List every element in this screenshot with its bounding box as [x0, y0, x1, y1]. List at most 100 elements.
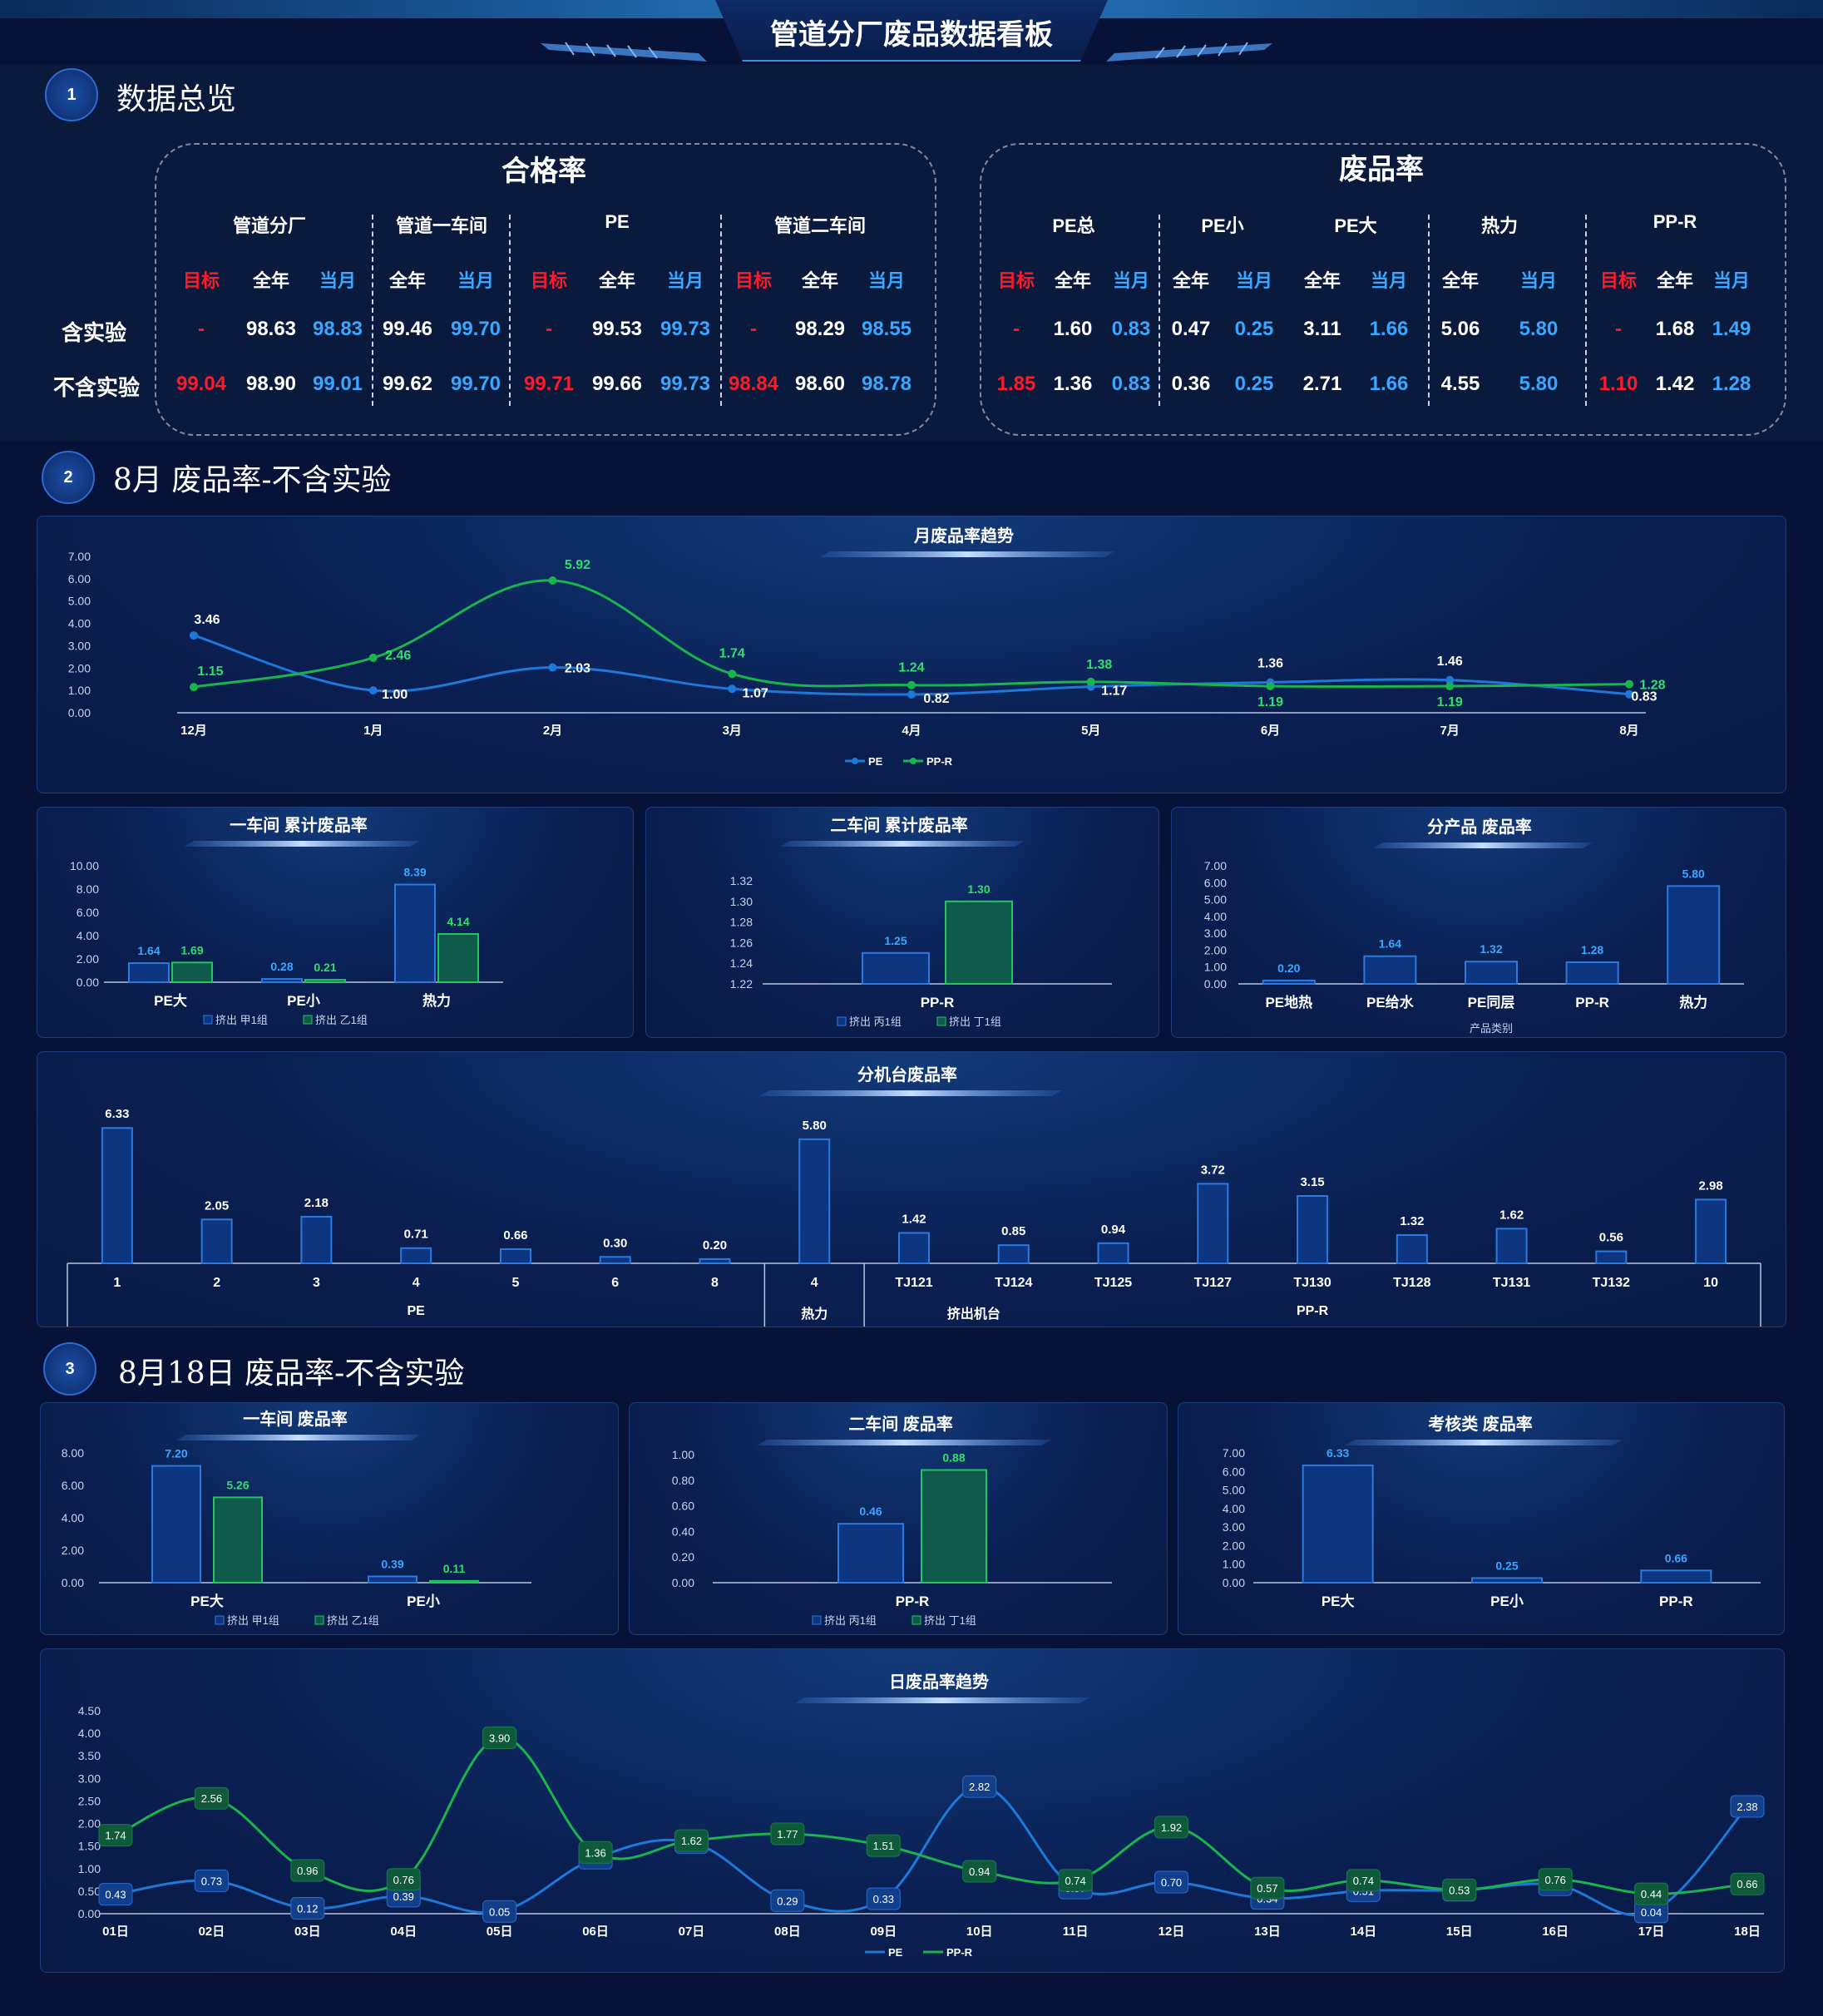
year-value: 99.62 — [382, 373, 433, 395]
x-tick-label: 5 — [511, 1276, 519, 1290]
scrap-group-title: PE小 — [1201, 215, 1244, 236]
x-tick-label: 11日 — [1063, 1925, 1089, 1939]
x-tick-label: 8月 — [1619, 724, 1638, 738]
data-label: 0.44 — [1641, 1888, 1662, 1900]
month-value: 98.83 — [312, 318, 363, 340]
title-underline — [759, 1090, 1062, 1096]
sub-label-year: 全年 — [1054, 270, 1091, 291]
data-label: 1.92 — [1161, 1821, 1182, 1834]
x-tick-label: 8 — [711, 1276, 719, 1290]
data-label: 0.57 — [1257, 1882, 1277, 1895]
data-label: 1.15 — [197, 665, 223, 679]
y-tick-label: 0.20 — [672, 1550, 694, 1564]
legend-label: 挤出 乙1组 — [327, 1614, 379, 1627]
data-label: 5.92 — [565, 558, 590, 572]
y-tick-label: 4.00 — [77, 929, 99, 942]
y-tick-label: 3.00 — [1204, 926, 1227, 940]
year-value: 98.90 — [245, 373, 297, 395]
month-value: 0.25 — [1234, 318, 1274, 340]
sub-label-target: 目标 — [997, 270, 1035, 291]
data-label: 1.32 — [1400, 1214, 1424, 1228]
x-tick-label: 2月 — [543, 724, 562, 738]
legend-label: PP-R — [926, 755, 953, 768]
x-tick-label: PE大 — [1322, 1593, 1355, 1609]
legend-dot — [910, 758, 916, 764]
title-plate — [715, 0, 1108, 62]
title-underline — [1373, 842, 1593, 848]
bar — [200, 1218, 233, 1265]
data-label: 0.46 — [859, 1505, 882, 1518]
group-caption: 挤出机台 — [947, 1306, 1000, 1322]
y-tick-label: 2.00 — [78, 1817, 101, 1831]
y-tick-label: 0.80 — [672, 1474, 694, 1487]
section-title: 8月 废品率-不含实验 — [113, 463, 392, 497]
x-tick-label: 1 — [113, 1276, 121, 1290]
bar — [171, 961, 213, 983]
data-label: 6.33 — [1326, 1446, 1349, 1460]
data-label-box — [1346, 1869, 1381, 1892]
month-value: 1.28 — [1712, 373, 1751, 395]
bar — [1363, 955, 1417, 985]
pass-group-title: 管道二车间 — [773, 215, 866, 236]
target-value: - — [198, 318, 205, 340]
sub-label-year: 全年 — [801, 270, 838, 291]
data-label: 2.82 — [969, 1781, 990, 1793]
data-label: 0.94 — [1101, 1223, 1126, 1237]
data-point — [548, 576, 557, 586]
scrap-rate-box — [980, 143, 1786, 436]
y-tick-label: 3.00 — [78, 1771, 101, 1785]
year-value: 99.46 — [382, 318, 433, 340]
x-tick-label: 热力 — [1679, 994, 1707, 1010]
data-point — [548, 663, 557, 672]
pass-rate-box — [155, 143, 936, 436]
scrap-group-title: PE总 — [1052, 215, 1095, 236]
y-tick-label: 2.00 — [77, 952, 99, 966]
x-tick-label: 6 — [611, 1276, 619, 1290]
legend-label: 挤出 丁1组 — [924, 1614, 976, 1627]
chart-title: 一车间 累计废品率 — [230, 815, 368, 835]
y-tick-label: 8.00 — [62, 1446, 84, 1460]
x-tick-label: 07日 — [679, 1925, 705, 1939]
data-label: 1.62 — [1499, 1208, 1524, 1222]
data-label-box — [1154, 1816, 1189, 1839]
section-title: 数据总览 — [116, 82, 237, 116]
series-line — [115, 1785, 1749, 1917]
data-label: 0.66 — [1665, 1551, 1687, 1564]
x-tick-label: PP-R — [921, 995, 955, 1010]
data-label: 1.36 — [585, 1846, 605, 1859]
x-tick-label: 16日 — [1542, 1925, 1569, 1939]
group-divider — [720, 215, 722, 406]
bar — [151, 1465, 201, 1584]
data-label: 0.74 — [1353, 1875, 1374, 1887]
data-label: 0.20 — [703, 1238, 727, 1253]
y-tick-label: 1.26 — [730, 936, 753, 949]
data-label: 0.74 — [1065, 1875, 1085, 1887]
y-tick-label: 4.00 — [78, 1727, 101, 1740]
bar — [1465, 961, 1518, 985]
sub-label-year: 全年 — [1441, 270, 1479, 291]
y-tick-label: 1.32 — [730, 874, 753, 887]
x-tick-label: 3 — [313, 1276, 320, 1290]
data-label: 0.28 — [270, 960, 293, 973]
month-value: 99.73 — [660, 373, 711, 395]
x-tick-label: 15日 — [1446, 1925, 1473, 1939]
bar — [862, 951, 930, 986]
data-label: 1.24 — [898, 661, 924, 675]
assess-panel: 考核类 废品率 0.00 1.00 2.00 3.00 4.00 5.00 6.00 7.00 P… — [1178, 1402, 1785, 1635]
x-tick-label: PE小 — [1490, 1594, 1524, 1609]
data-label: 0.56 — [1599, 1231, 1623, 1245]
legend-label: 挤出 乙1组 — [315, 1014, 368, 1026]
y-tick-label: 0.00 — [1204, 977, 1227, 991]
data-label: 1.38 — [1086, 658, 1112, 672]
data-label: 1.64 — [1379, 937, 1401, 951]
legend-swatch — [314, 1615, 324, 1625]
page-title: 管道分厂废品数据看板 — [770, 19, 1053, 51]
x-tick-label: 12月 — [180, 724, 207, 738]
sub-label-year: 全年 — [1172, 270, 1209, 291]
group-label: PP-R — [1297, 1304, 1329, 1318]
pass-rate-title: 合格率 — [501, 156, 586, 187]
bar — [1471, 1577, 1543, 1584]
data-label: 1.51 — [873, 1840, 894, 1852]
y-tick-label: 6.00 — [1223, 1465, 1245, 1478]
data-label: 0.70 — [1161, 1876, 1182, 1889]
